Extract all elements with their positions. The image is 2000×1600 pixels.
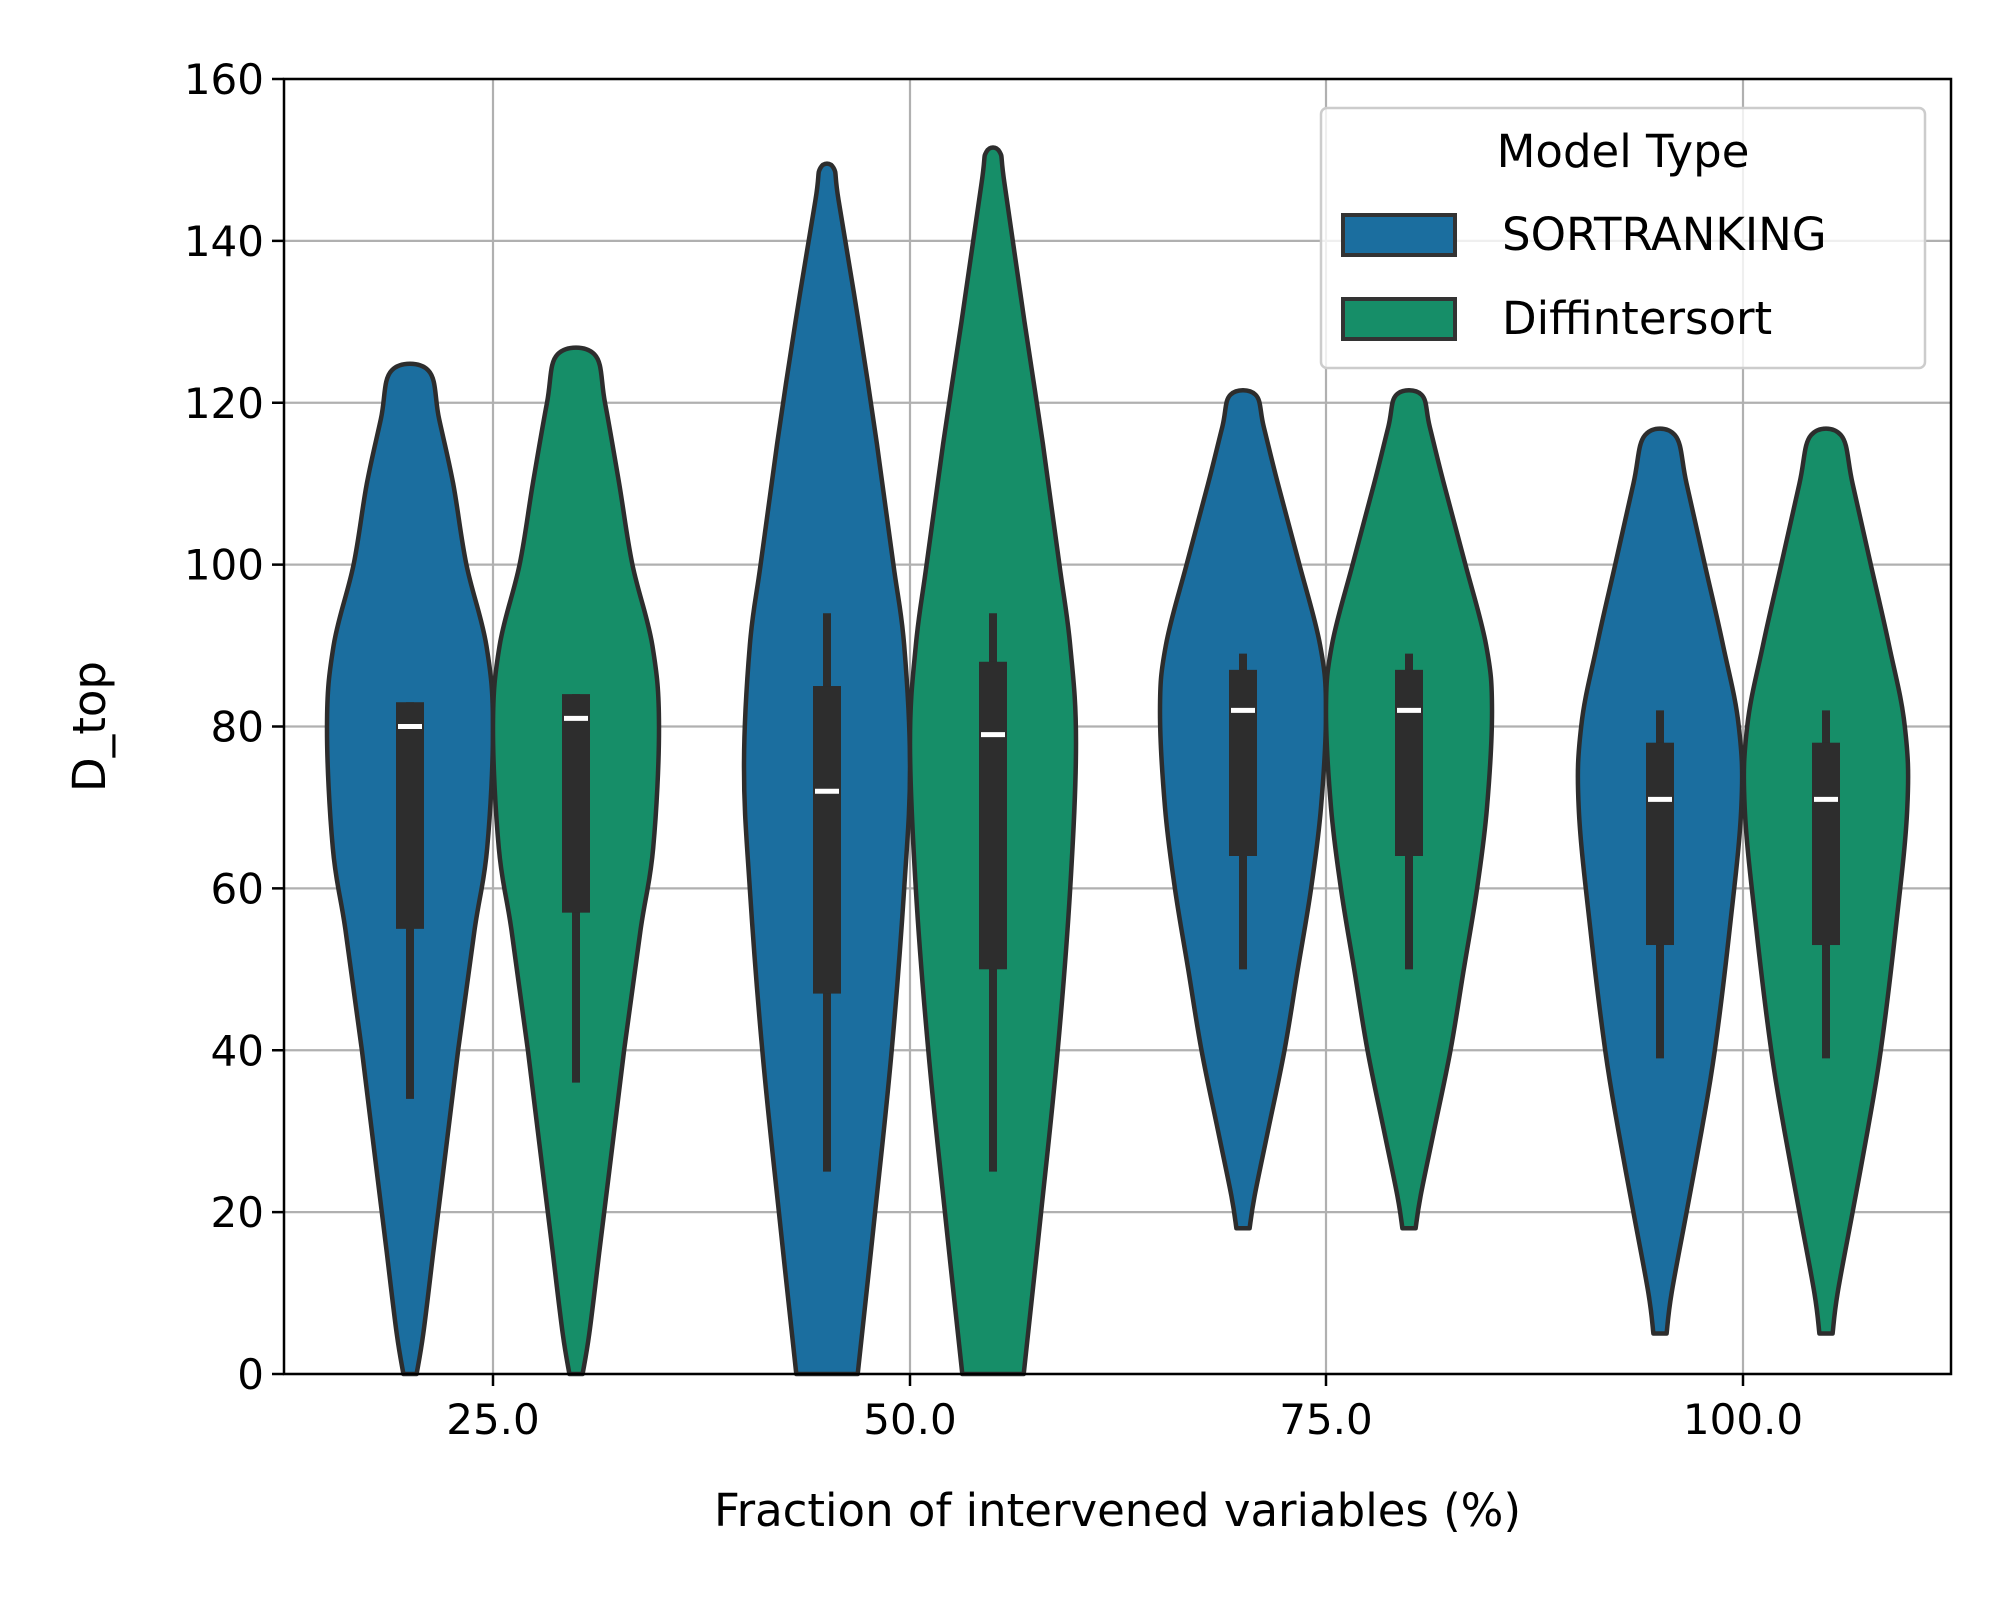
violin-sortranking-25.0 xyxy=(324,361,496,1377)
x-axis: 25.0 50.0 75.0 100.0 xyxy=(446,1374,1803,1444)
legend-label-diffintersort: Diffintersort xyxy=(1502,292,1772,345)
y-tick-label: 40 xyxy=(211,1026,264,1075)
violin-iqr-box xyxy=(1646,742,1674,946)
violin-iqr-box xyxy=(1395,669,1423,856)
y-tick-label: 140 xyxy=(184,217,264,266)
violin-iqr-box xyxy=(396,702,424,929)
x-axis-title: Fraction of intervened variables (%) xyxy=(714,1484,1521,1537)
y-tick-label: 100 xyxy=(184,541,264,590)
y-tick-label: 20 xyxy=(211,1188,264,1237)
legend-label-sortranking: SORTRANKING xyxy=(1502,208,1827,261)
y-tick-label: 160 xyxy=(184,55,264,104)
x-tick-label: 50.0 xyxy=(863,1395,957,1444)
violin-sortranking-75.0 xyxy=(1157,388,1329,1231)
violin-diffintersort-50.0 xyxy=(907,145,1079,1377)
y-axis-title: D_top xyxy=(63,661,116,792)
legend-swatch-diffintersort xyxy=(1341,297,1457,341)
x-tick-label: 100.0 xyxy=(1683,1395,1803,1444)
violin-diffintersort-75.0 xyxy=(1323,388,1495,1231)
legend-swatch-sortranking xyxy=(1341,213,1457,257)
violin-sortranking-50.0 xyxy=(741,161,913,1377)
y-axis: 0 20 40 60 80 100 120 140 160 xyxy=(184,55,284,1399)
violin-iqr-box xyxy=(813,686,841,994)
x-tick-label: 25.0 xyxy=(446,1395,540,1444)
violin-diffintersort-100.0 xyxy=(1741,426,1911,1336)
violin-sortranking-100.0 xyxy=(1575,426,1745,1336)
legend: Model Type SORTRANKING Diffintersort xyxy=(1319,106,1927,370)
violins xyxy=(324,145,1911,1377)
legend-box xyxy=(1319,106,1927,370)
violin-iqr-box xyxy=(562,694,590,913)
y-tick-label: 60 xyxy=(211,864,264,913)
violin-diffintersort-25.0 xyxy=(490,345,662,1377)
x-tick-label: 75.0 xyxy=(1279,1395,1373,1444)
violin-iqr-box xyxy=(1229,669,1257,856)
violin-iqr-box xyxy=(979,661,1007,970)
y-tick-label: 120 xyxy=(184,379,264,428)
y-tick-label: 80 xyxy=(211,703,264,752)
violin-iqr-box xyxy=(1812,742,1840,946)
legend-title: Model Type xyxy=(1497,125,1750,178)
y-tick-label: 0 xyxy=(237,1350,264,1399)
